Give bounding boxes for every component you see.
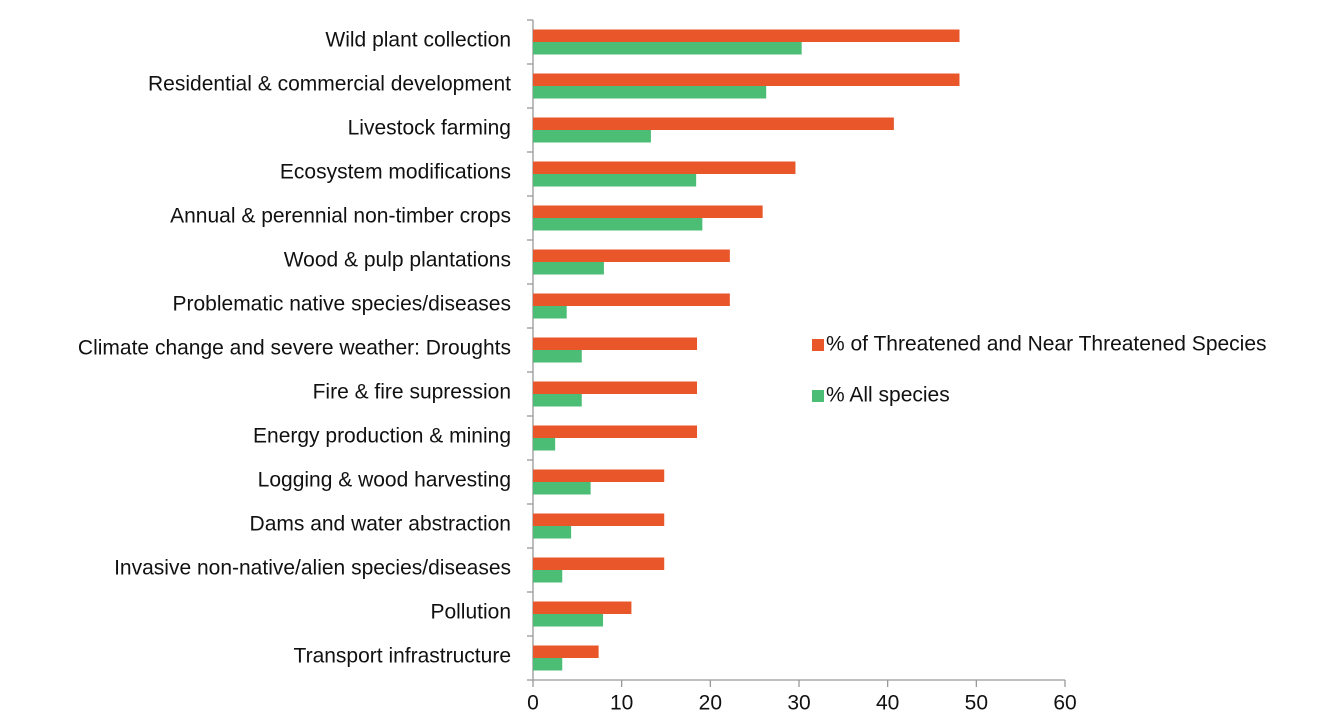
bar — [533, 218, 703, 231]
bar — [533, 482, 591, 495]
bar — [533, 130, 651, 143]
y-tick-label: Dams and water abstraction — [250, 513, 511, 536]
bar — [533, 557, 665, 570]
y-tick-label: Fire & fire supression — [313, 381, 511, 404]
x-tick-label: 0 — [527, 692, 539, 715]
bar — [533, 425, 698, 438]
y-tick-label: Logging & wood harvesting — [258, 469, 511, 492]
bar — [533, 174, 697, 187]
legend-swatch — [812, 339, 824, 351]
y-tick-label: Annual & perennial non-timber crops — [170, 205, 511, 228]
bar — [533, 570, 563, 583]
bar — [533, 658, 563, 671]
bar — [533, 526, 572, 539]
y-tick-label: Climate change and severe weather: Droug… — [78, 337, 511, 360]
x-tick-label: 40 — [876, 692, 899, 715]
bar — [533, 42, 802, 55]
x-tick-label: 30 — [787, 692, 810, 715]
bar — [533, 205, 763, 218]
y-tick-label: Wild plant collection — [325, 29, 511, 52]
bar — [533, 469, 665, 482]
bar — [533, 249, 730, 262]
y-tick-label: Problematic native species/diseases — [172, 293, 511, 316]
y-tick-label: Invasive non-native/alien species/diseas… — [114, 557, 511, 580]
bar — [533, 513, 665, 526]
y-tick-label: Pollution — [430, 601, 511, 624]
y-tick-label: Residential & commercial development — [148, 73, 511, 96]
y-tick-label: Wood & pulp plantations — [284, 249, 511, 272]
x-tick-label: 50 — [965, 692, 988, 715]
bar — [533, 306, 567, 319]
bar — [533, 645, 599, 658]
bar — [533, 337, 698, 350]
legend-label: % of Threatened and Near Threatened Spec… — [826, 333, 1267, 356]
legend-label: % All species — [826, 384, 950, 407]
bar — [533, 262, 604, 275]
x-tick-label: 10 — [610, 692, 633, 715]
bar — [533, 614, 604, 627]
y-tick-label: Livestock farming — [348, 117, 511, 140]
bar — [533, 394, 582, 407]
y-tick-label: Energy production & mining — [253, 425, 511, 448]
bar — [533, 350, 582, 363]
bar — [533, 381, 698, 394]
y-tick-label: Transport infrastructure — [294, 645, 511, 668]
bar — [533, 86, 767, 99]
x-tick-label: 60 — [1053, 692, 1076, 715]
x-tick-label: 20 — [699, 692, 722, 715]
legend-swatch — [812, 390, 824, 402]
bar — [533, 161, 796, 174]
y-tick-label: Ecosystem modifications — [280, 161, 511, 184]
bar — [533, 73, 960, 86]
bar — [533, 601, 632, 614]
bar — [533, 293, 730, 306]
bar — [533, 117, 894, 130]
bar — [533, 29, 960, 42]
bar — [533, 438, 556, 451]
